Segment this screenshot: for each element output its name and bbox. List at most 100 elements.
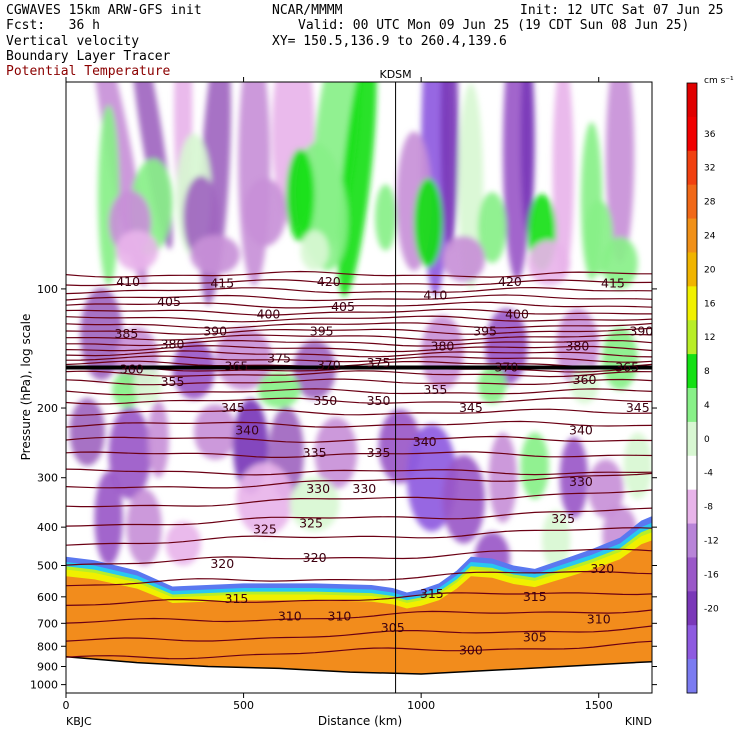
velocity-cell: [559, 437, 589, 519]
theta-contour-line: [66, 408, 652, 416]
theta-label: 315: [225, 591, 249, 606]
velocity-cell: [488, 432, 518, 523]
velocity-cell: [605, 82, 635, 263]
y-tick-label: 200: [37, 402, 58, 415]
cross-section-xy: XY= 150.5,136.9 to 260.4,139.6: [272, 34, 507, 49]
colorbar-swatch: [687, 557, 697, 592]
theta-contour-line: [66, 592, 652, 606]
velocity-cell: [602, 237, 638, 289]
theta-label: 335: [303, 445, 327, 460]
theta-contour-line: [66, 333, 652, 341]
theta-label: 305: [523, 629, 547, 644]
colorbar-tick-label: 8: [704, 367, 710, 377]
colorbar-swatch: [687, 286, 697, 321]
theta-contour-line: [66, 270, 652, 278]
velocity-cell: [477, 192, 507, 263]
theta-contour-line: [66, 339, 652, 347]
colorbar-tick-label: 4: [704, 401, 710, 411]
theta-contour-line: [66, 468, 652, 476]
plot-frame: [65, 81, 653, 694]
theta-label: 315: [523, 589, 547, 604]
theta-label: 310: [278, 608, 302, 623]
colorbar-swatch: [687, 591, 697, 626]
velocity-cell: [112, 371, 141, 409]
colorbar-swatch: [687, 455, 697, 491]
theta-label: 320: [303, 550, 327, 565]
colorbar-frame: [686, 82, 698, 694]
theta-label: 370: [494, 360, 518, 375]
theta-label: 380: [161, 336, 185, 351]
colorbar-swatch: [687, 150, 697, 186]
theta-label: 390: [203, 323, 227, 338]
velocity-cell: [115, 230, 159, 271]
colorbar-swatch: [687, 184, 697, 220]
theta-contour-line: [66, 322, 652, 329]
theta-label: 395: [310, 323, 334, 338]
theta-contour-line: [66, 397, 652, 405]
terrain-line: [66, 655, 652, 675]
theta-contour-line: [66, 279, 652, 287]
theta-label: 395: [473, 323, 497, 338]
station-marker-label: KDSM: [379, 68, 411, 81]
x-tick-label: 1000: [407, 699, 435, 712]
theta-label: 360: [573, 372, 597, 387]
field-vertical-velocity: Vertical velocity: [6, 34, 140, 49]
y-axis-ticks: 100 200 300 400 500 600 700 800 900 1000: [30, 283, 657, 692]
colorbar-swatch: [687, 659, 697, 694]
velocity-cell: [440, 82, 459, 251]
theta-contour-line: [66, 507, 652, 527]
velocity-cell: [374, 184, 397, 251]
theta-contour-line: [66, 350, 652, 358]
velocity-cell: [172, 340, 216, 400]
theta-label: 350: [313, 393, 337, 408]
tracer-core: [66, 540, 652, 680]
theta-contour-line: [66, 370, 652, 378]
theta-contour-line: [66, 315, 652, 323]
colorbar-tick-label: 28: [704, 198, 716, 208]
velocity-cell: [286, 148, 315, 242]
theta-label: 380: [431, 339, 455, 354]
theta-label: 415: [210, 276, 234, 291]
theta-label: 410: [116, 274, 140, 289]
theta-label: 330: [569, 474, 593, 489]
x-endpoint-right: KIND: [625, 715, 652, 728]
theta-label: 370: [317, 357, 341, 372]
model-title: CGWAVES 15km ARW-GFS init: [6, 3, 202, 18]
colorbar-swatch: [687, 489, 697, 525]
velocity-cell: [193, 404, 237, 460]
theta-label: 420: [317, 274, 341, 289]
theta-label: 330: [306, 481, 330, 496]
y-tick-label: 300: [37, 472, 58, 485]
colorbar-swatch: [687, 252, 697, 287]
theta-label: 350: [367, 393, 391, 408]
theta-label: 420: [498, 274, 522, 289]
velocity-cell: [147, 401, 169, 478]
colorbar-tick-label: -16: [704, 570, 719, 580]
theta-label: 320: [210, 556, 234, 571]
theta-contours: [66, 270, 652, 660]
theta-contour-line: [66, 388, 652, 396]
y-tick-label: 800: [37, 640, 58, 653]
colorbar-swatch: [687, 83, 697, 118]
theta-label: 390: [629, 323, 653, 338]
theta-contour-line: [66, 527, 652, 546]
y-tick-label: 600: [37, 591, 58, 604]
colorbar-tick-label: 20: [704, 265, 716, 275]
colorbar-swatch: [687, 354, 697, 389]
theta-label: 375: [367, 355, 391, 370]
theta-label: 310: [328, 608, 352, 623]
theta-contour-line: [66, 378, 652, 386]
colorbar-tick-label: 12: [704, 333, 715, 343]
valid-time: Valid: 00 UTC Mon 09 Jun 25 (19 CDT Sun …: [298, 18, 690, 33]
velocity-cell: [94, 471, 123, 566]
velocity-cell: [97, 105, 120, 286]
boundary-layer-tracer-shading: [66, 516, 652, 693]
theta-contour-labels: 410 415 420 410 420 415 405 400 405 400 385 390 395 3…: [114, 274, 653, 658]
velocity-cell: [300, 230, 329, 271]
velocity-cell: [165, 521, 201, 566]
colorbar-tick-label: -20: [704, 604, 719, 614]
theta-label: 345: [459, 400, 483, 415]
theta-label: 320: [590, 561, 614, 576]
colorbar: 36 32 28 24 20 16 12 8 4 0 -4 -8 -12 -16 -20: [686, 82, 719, 694]
velocity-cell: [337, 82, 377, 297]
